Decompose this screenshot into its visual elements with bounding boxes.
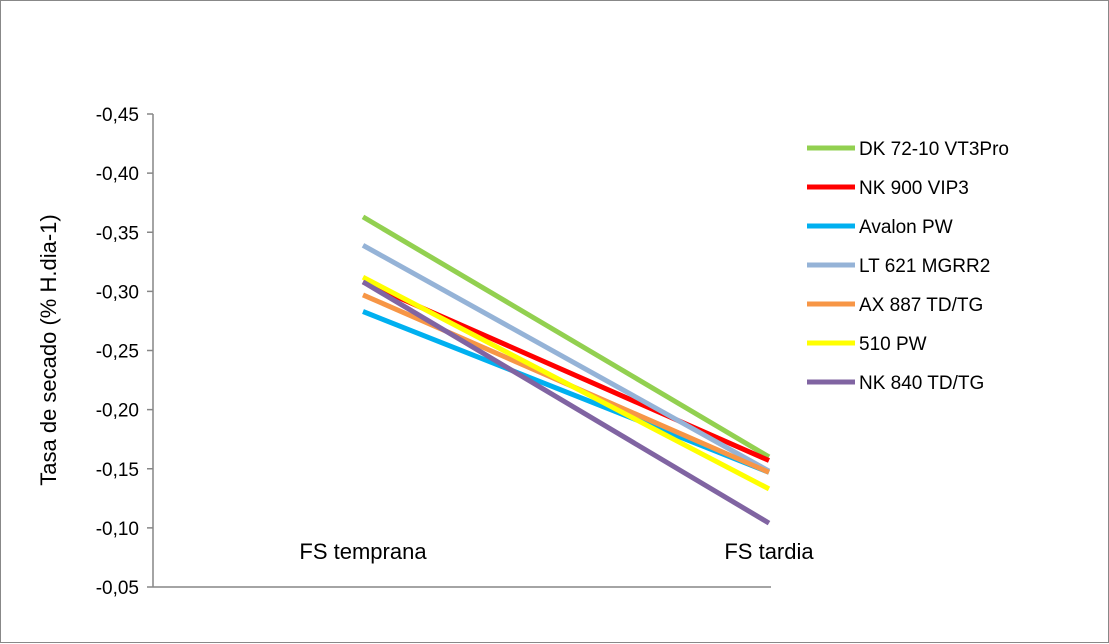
x-categories: FS temprana FS tardia bbox=[299, 539, 814, 564]
legend-label: Avalon PW bbox=[859, 217, 953, 238]
y-tick-label: -0,25 bbox=[96, 342, 139, 363]
series-line-4 bbox=[361, 243, 771, 474]
legend-label: NK 900 VIP3 bbox=[859, 178, 969, 199]
x-category-label: FS tardia bbox=[724, 539, 814, 564]
y-tick-label: -0,20 bbox=[96, 401, 139, 422]
legend-label: NK 840 TD/TG bbox=[859, 373, 984, 394]
legend-label: AX 887 TD/TG bbox=[859, 295, 983, 316]
series-lines bbox=[361, 214, 771, 526]
y-tick-label: -0,45 bbox=[96, 105, 139, 126]
series-line-1 bbox=[361, 214, 771, 460]
y-tick-label: -0,15 bbox=[96, 460, 139, 481]
series-line-3 bbox=[362, 309, 770, 475]
y-tick-label: -0,35 bbox=[96, 223, 139, 244]
legend-label: LT 621 MGRR2 bbox=[859, 256, 990, 277]
y-axis-title: Tasa de secado (% H.dia-1) bbox=[36, 214, 61, 485]
y-tick-label: -0,10 bbox=[96, 519, 139, 540]
y-ticks: -0,05 -0,10 -0,15 -0,20 -0,25 -0,30 -0,35 -0,40… bbox=[96, 105, 153, 599]
legend-label: DK 72-10 VT3Pro bbox=[859, 139, 1009, 160]
legend: DK 72-10 VT3Pro NK 900 VIP3 Avalon PW LT 62… bbox=[807, 139, 1009, 394]
legend-label: 510 PW bbox=[859, 334, 927, 355]
series-line-7 bbox=[361, 279, 771, 526]
y-tick-label: -0,30 bbox=[96, 282, 139, 303]
y-tick-label: -0,05 bbox=[96, 578, 139, 599]
x-category-label: FS temprana bbox=[299, 539, 427, 564]
y-tick-label: -0,40 bbox=[96, 164, 139, 185]
series-line-6 bbox=[361, 274, 771, 492]
